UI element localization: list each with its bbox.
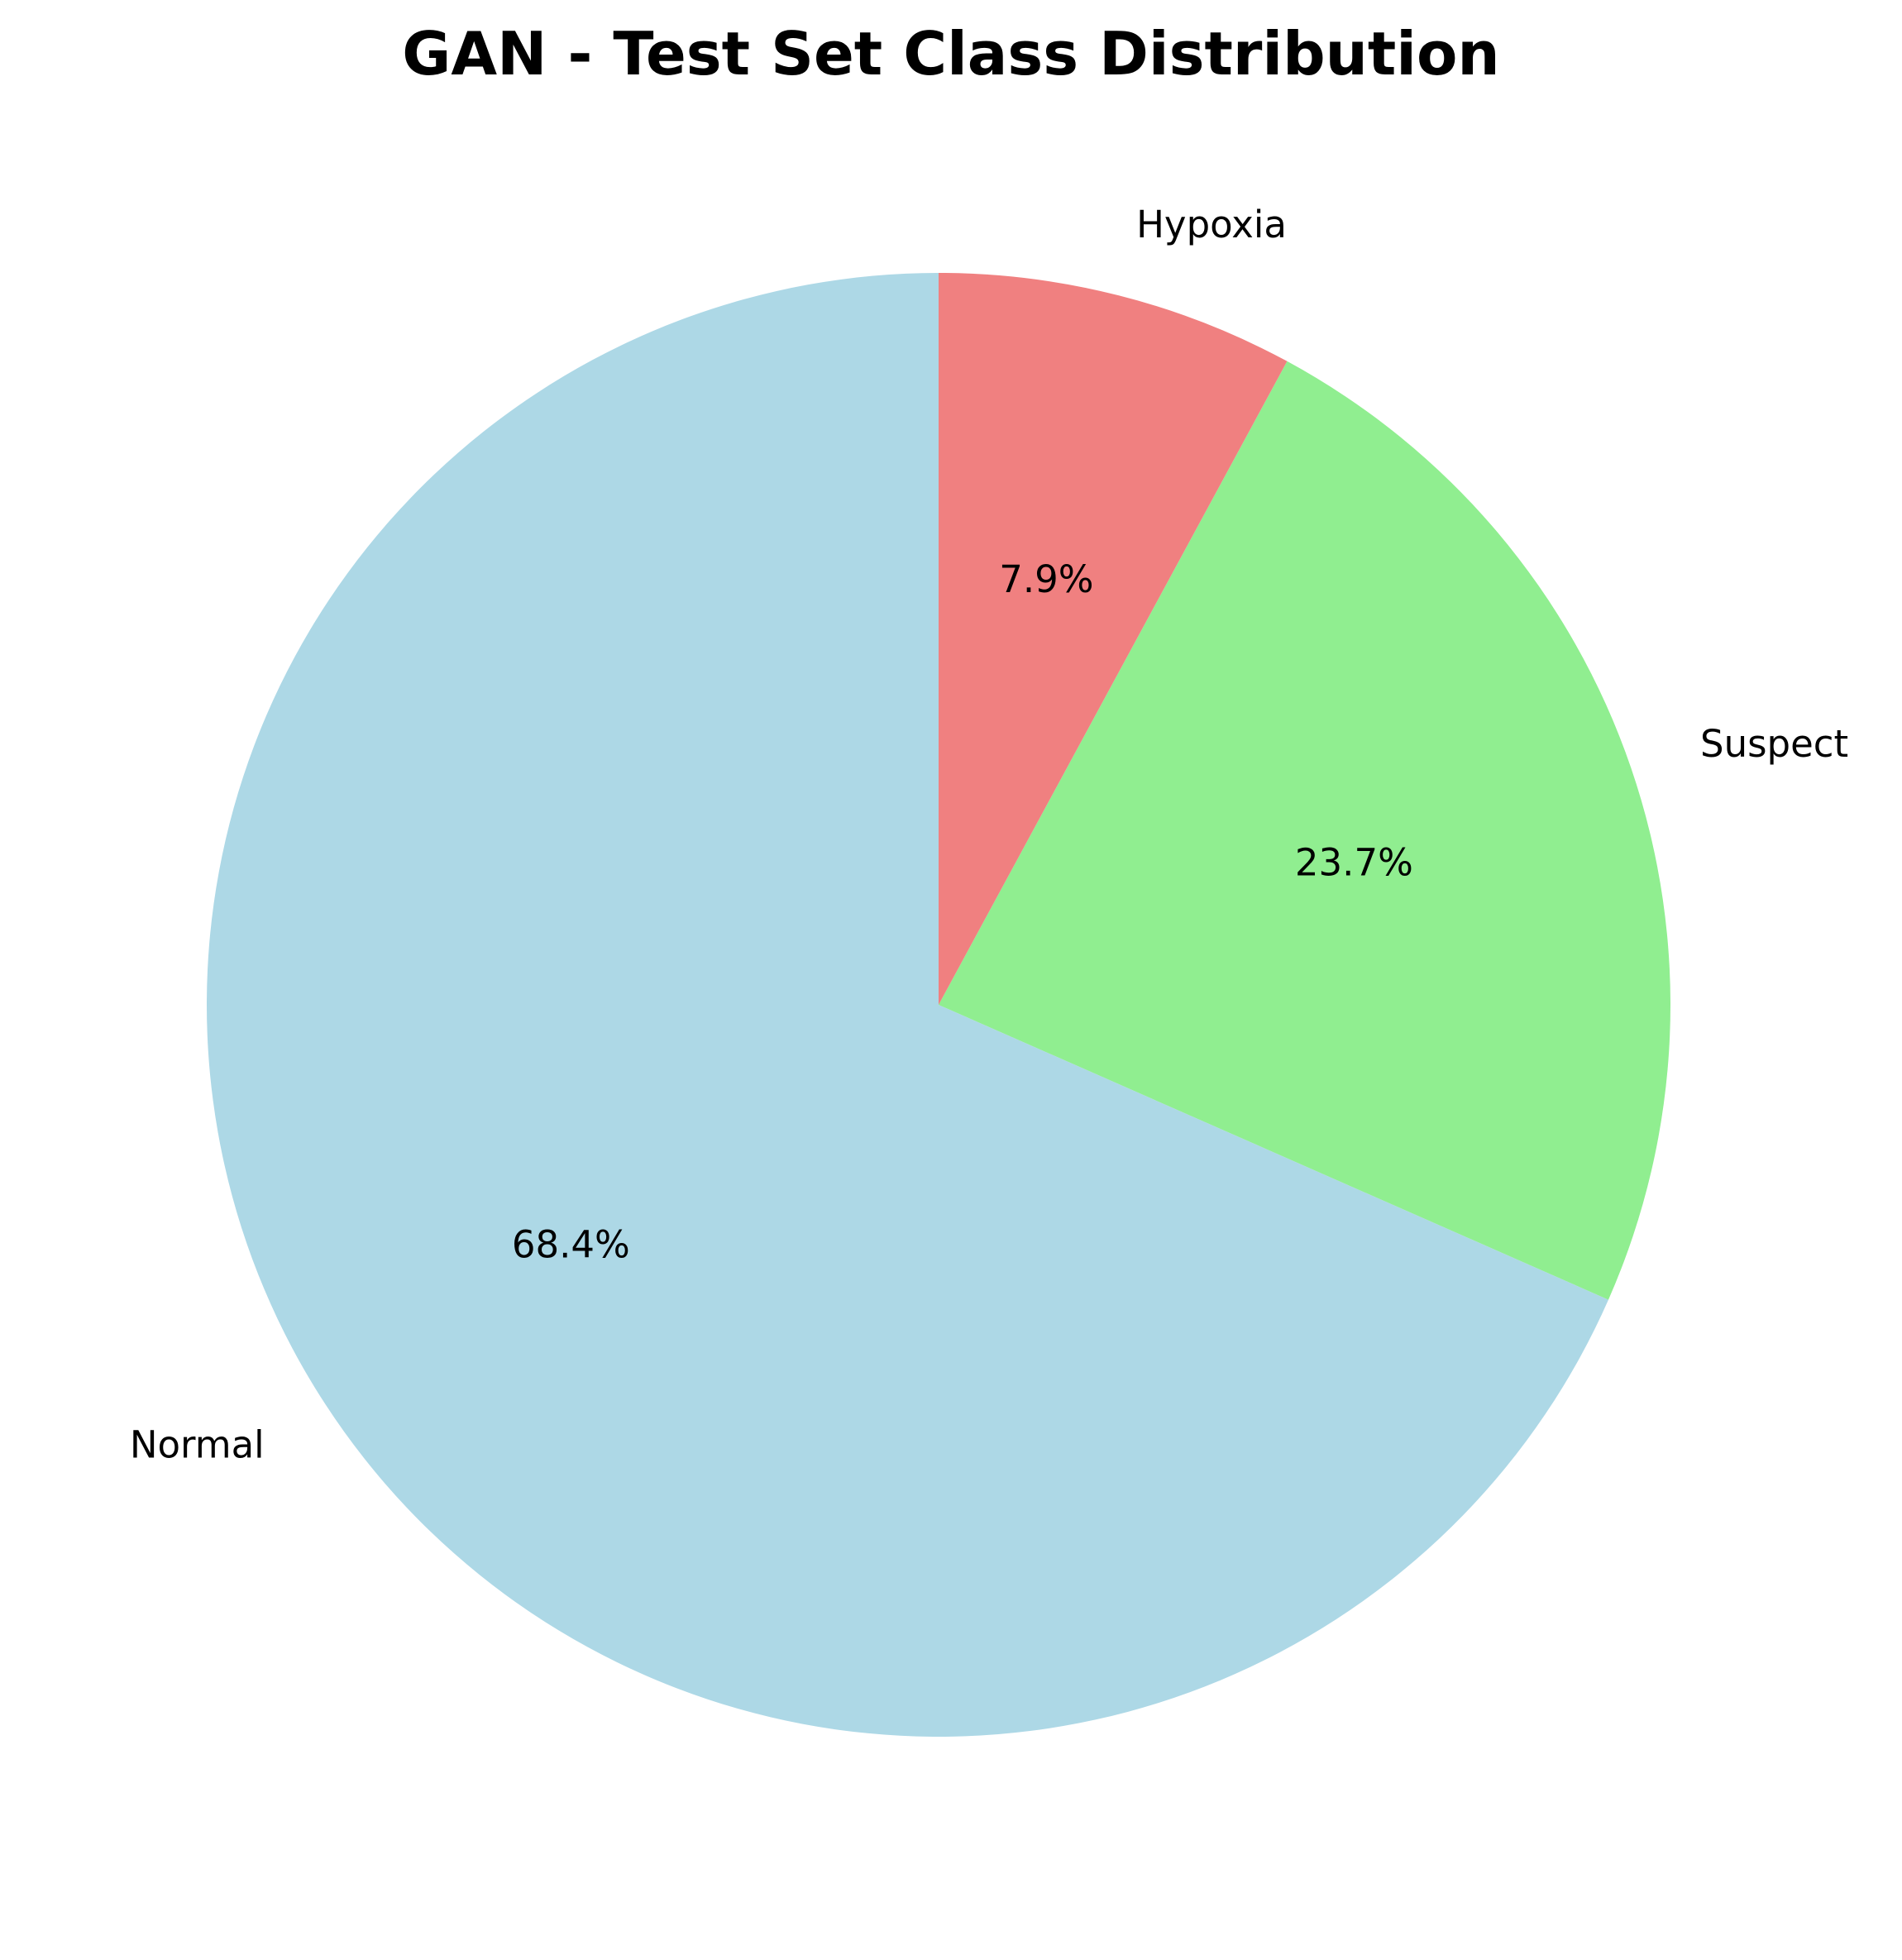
pct-label-suspect: 23.7%: [1295, 841, 1413, 885]
pct-label-hypoxia: 7.9%: [999, 557, 1093, 601]
category-label-suspect: Suspect: [1700, 722, 1848, 766]
pie-slice-hypoxia: [939, 273, 1288, 1005]
pie-slice-suspect: [939, 361, 1670, 1300]
pie-slice-normal: [207, 273, 1608, 1737]
category-label-normal: Normal: [130, 1422, 265, 1466]
pie-labels: 68.4% Normal 23.7% Suspect 7.9% Hypoxia: [130, 203, 1848, 1467]
category-label-hypoxia: Hypoxia: [1136, 203, 1287, 246]
pct-label-normal: 68.4%: [512, 1223, 630, 1267]
pie-slices: [207, 273, 1670, 1737]
chart-title: GAN - Test Set Class Distribution: [402, 19, 1500, 88]
